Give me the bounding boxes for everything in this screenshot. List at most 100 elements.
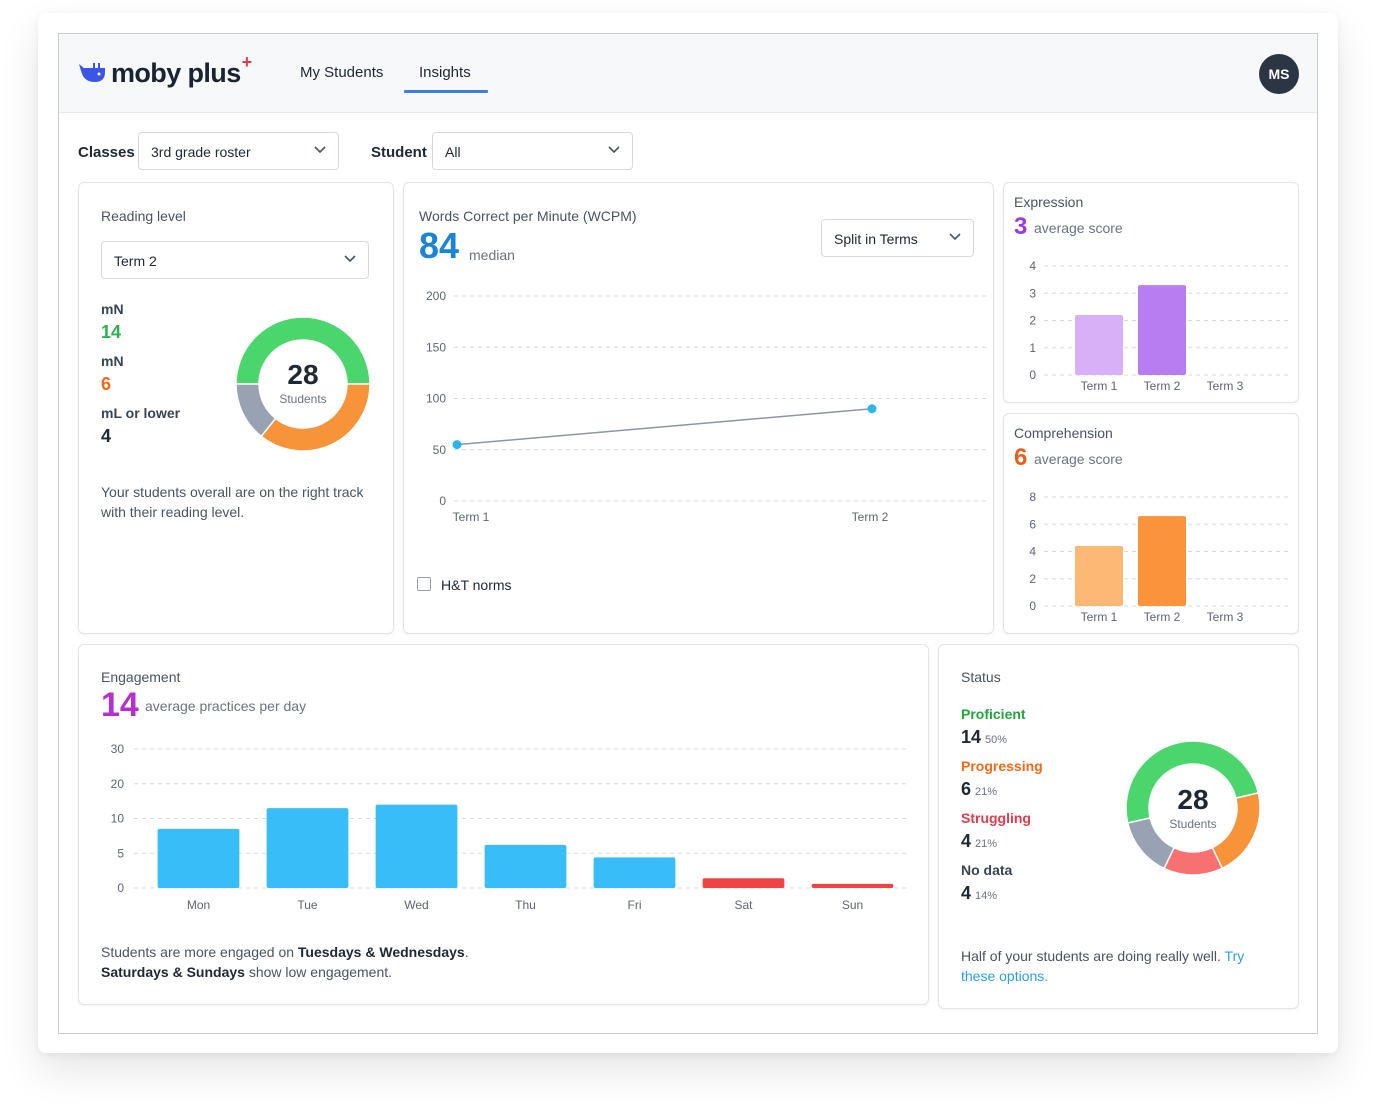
engagement-bar bbox=[811, 883, 894, 888]
comprehension-chart: 0 2 4 6 8 Term 1 Term 2 Term 3 bbox=[1029, 490, 1291, 624]
reading-level-donut: 28 Students bbox=[235, 316, 371, 452]
wcpm-tick-label: 100 bbox=[426, 392, 446, 406]
comprehension-tick-label: 4 bbox=[1029, 545, 1036, 559]
engagement-tick-label: 30 bbox=[111, 742, 125, 756]
chevron-down-icon bbox=[608, 146, 620, 154]
status-description: Half of your students are doing really w… bbox=[961, 946, 1271, 986]
logo[interactable]: moby plus + bbox=[77, 52, 252, 90]
engagement-x-label: Mon bbox=[187, 898, 210, 912]
classes-label: Classes bbox=[78, 144, 135, 161]
status-value: 4 21% bbox=[961, 831, 997, 852]
tab-my-students[interactable]: My Students bbox=[300, 64, 384, 81]
engagement-x-label: Wed bbox=[404, 898, 428, 912]
wcpm-tick-label: 0 bbox=[439, 494, 446, 508]
classes-select[interactable]: 3rd grade roster bbox=[138, 132, 339, 170]
reading-level-card: Reading level Term 2 mN 14 mN 6 mL or lo… bbox=[78, 182, 394, 634]
expression-x-label: Term 3 bbox=[1207, 379, 1244, 393]
status-value: 6 21% bbox=[961, 779, 997, 800]
level-value: 6 bbox=[101, 374, 112, 394]
donut-total: 28 bbox=[287, 359, 318, 390]
comprehension-tick-label: 0 bbox=[1029, 599, 1036, 613]
status-card: Status Proficient 14 50% Progressing 6 21%… bbox=[938, 644, 1299, 1009]
expression-tick-label: 0 bbox=[1029, 368, 1036, 382]
status-pct: 50% bbox=[985, 734, 1008, 746]
engagement-x-label: Thu bbox=[515, 898, 536, 912]
engagement-chart: 0 5 10 20 30 Mon Tue Wed Thu Fri Sat Sun bbox=[111, 742, 907, 912]
status-description-text: Half of your students are doing really w… bbox=[961, 948, 1225, 964]
avatar[interactable]: MS bbox=[1259, 54, 1299, 94]
logo-text: moby plus bbox=[111, 57, 241, 88]
wcpm-point bbox=[452, 440, 462, 450]
student-select[interactable]: All bbox=[432, 132, 633, 170]
try-options-link[interactable]: Try these options. bbox=[961, 948, 1245, 984]
classes-select-value: 3rd grade roster bbox=[151, 144, 251, 160]
term-select-value: Term 2 bbox=[114, 253, 157, 269]
engagement-x-label: Tue bbox=[297, 898, 318, 912]
wcpm-point bbox=[867, 404, 877, 414]
expression-caption: average score bbox=[1034, 220, 1123, 236]
expression-card: Expression 3 average score 0 1 2 3 4 Term 1 Te… bbox=[1003, 182, 1299, 403]
wcpm-value: 84 bbox=[419, 225, 460, 266]
expression-tick-label: 1 bbox=[1029, 341, 1036, 355]
engagement-tick-label: 5 bbox=[117, 846, 124, 860]
reading-level-slice bbox=[235, 383, 277, 438]
engagement-bar bbox=[157, 828, 240, 888]
comprehension-tick-label: 2 bbox=[1029, 572, 1036, 586]
wcpm-tick-label: 200 bbox=[426, 289, 446, 303]
engagement-tick-label: 10 bbox=[111, 812, 125, 826]
level-label: mN bbox=[101, 353, 124, 369]
expression-value: 3 bbox=[1014, 213, 1028, 240]
engagement-card: Engagement 14 average practices per day … bbox=[78, 644, 929, 1005]
norms-label: H&T norms bbox=[441, 577, 512, 593]
tab-insights[interactable]: Insights bbox=[419, 64, 471, 81]
term-select[interactable]: Term 2 bbox=[101, 241, 369, 279]
engagement-tick-label: 0 bbox=[117, 881, 124, 895]
expression-tick-label: 3 bbox=[1029, 286, 1036, 300]
student-label: Student bbox=[371, 144, 427, 161]
status-label-progressing: Progressing bbox=[961, 758, 1043, 774]
card-title: Engagement bbox=[101, 669, 181, 685]
status-value: 14 50% bbox=[961, 727, 1007, 748]
status-value: 4 14% bbox=[961, 883, 997, 904]
expression-tick-label: 2 bbox=[1029, 314, 1036, 328]
student-select-value: All bbox=[445, 144, 461, 160]
norms-checkbox[interactable] bbox=[417, 577, 431, 591]
summary-text: . bbox=[464, 944, 469, 960]
engagement-caption: average practices per day bbox=[145, 698, 307, 714]
comprehension-card: Comprehension 6 average score 0 2 4 6 8 Term … bbox=[1003, 413, 1299, 634]
level-label: mN bbox=[101, 301, 124, 317]
expression-chart: 0 1 2 3 4 Term 1 Term 2 Term 3 bbox=[1029, 259, 1291, 393]
split-select[interactable]: Split in Terms bbox=[821, 219, 974, 257]
wcpm-series-line bbox=[456, 408, 873, 446]
comprehension-value: 6 bbox=[1014, 444, 1028, 471]
expression-x-label: Term 1 bbox=[1081, 379, 1118, 393]
status-pct: 21% bbox=[975, 838, 998, 850]
reading-level-description: Your students overall are on the right t… bbox=[101, 484, 364, 520]
wcpm-x-label: Term 2 bbox=[852, 510, 889, 524]
card-title: Comprehension bbox=[1014, 425, 1113, 441]
status-count: 4 bbox=[961, 831, 972, 851]
engagement-tick-label: 20 bbox=[111, 777, 125, 791]
status-label-proficient: Proficient bbox=[961, 706, 1026, 722]
expression-x-label: Term 2 bbox=[1144, 379, 1181, 393]
status-count: 6 bbox=[961, 779, 972, 799]
summary-bold: Saturdays & Sundays bbox=[101, 964, 245, 980]
comprehension-tick-label: 8 bbox=[1029, 490, 1036, 504]
card-title: Expression bbox=[1014, 194, 1084, 210]
engagement-bar bbox=[375, 804, 458, 888]
split-select-value: Split in Terms bbox=[834, 231, 918, 247]
level-label: mL or lower bbox=[101, 405, 181, 421]
comprehension-caption: average score bbox=[1034, 451, 1123, 467]
donut-total: 28 bbox=[1177, 784, 1208, 815]
status-pct: 14% bbox=[975, 890, 998, 902]
card-title: Status bbox=[961, 669, 1001, 685]
expression-tick-label: 4 bbox=[1029, 259, 1036, 273]
summary-bold: Tuesdays & Wednesdays bbox=[297, 944, 465, 960]
status-slice bbox=[1126, 816, 1176, 870]
status-count: 14 bbox=[961, 727, 982, 747]
top-bar: moby plus + My Students Insights MS bbox=[59, 34, 1317, 113]
comprehension-tick-label: 6 bbox=[1029, 517, 1036, 531]
wcpm-card: Words Correct per Minute (WCPM) 84 media… bbox=[403, 182, 994, 634]
engagement-bar bbox=[266, 808, 349, 888]
reading-level-slice bbox=[260, 383, 371, 452]
